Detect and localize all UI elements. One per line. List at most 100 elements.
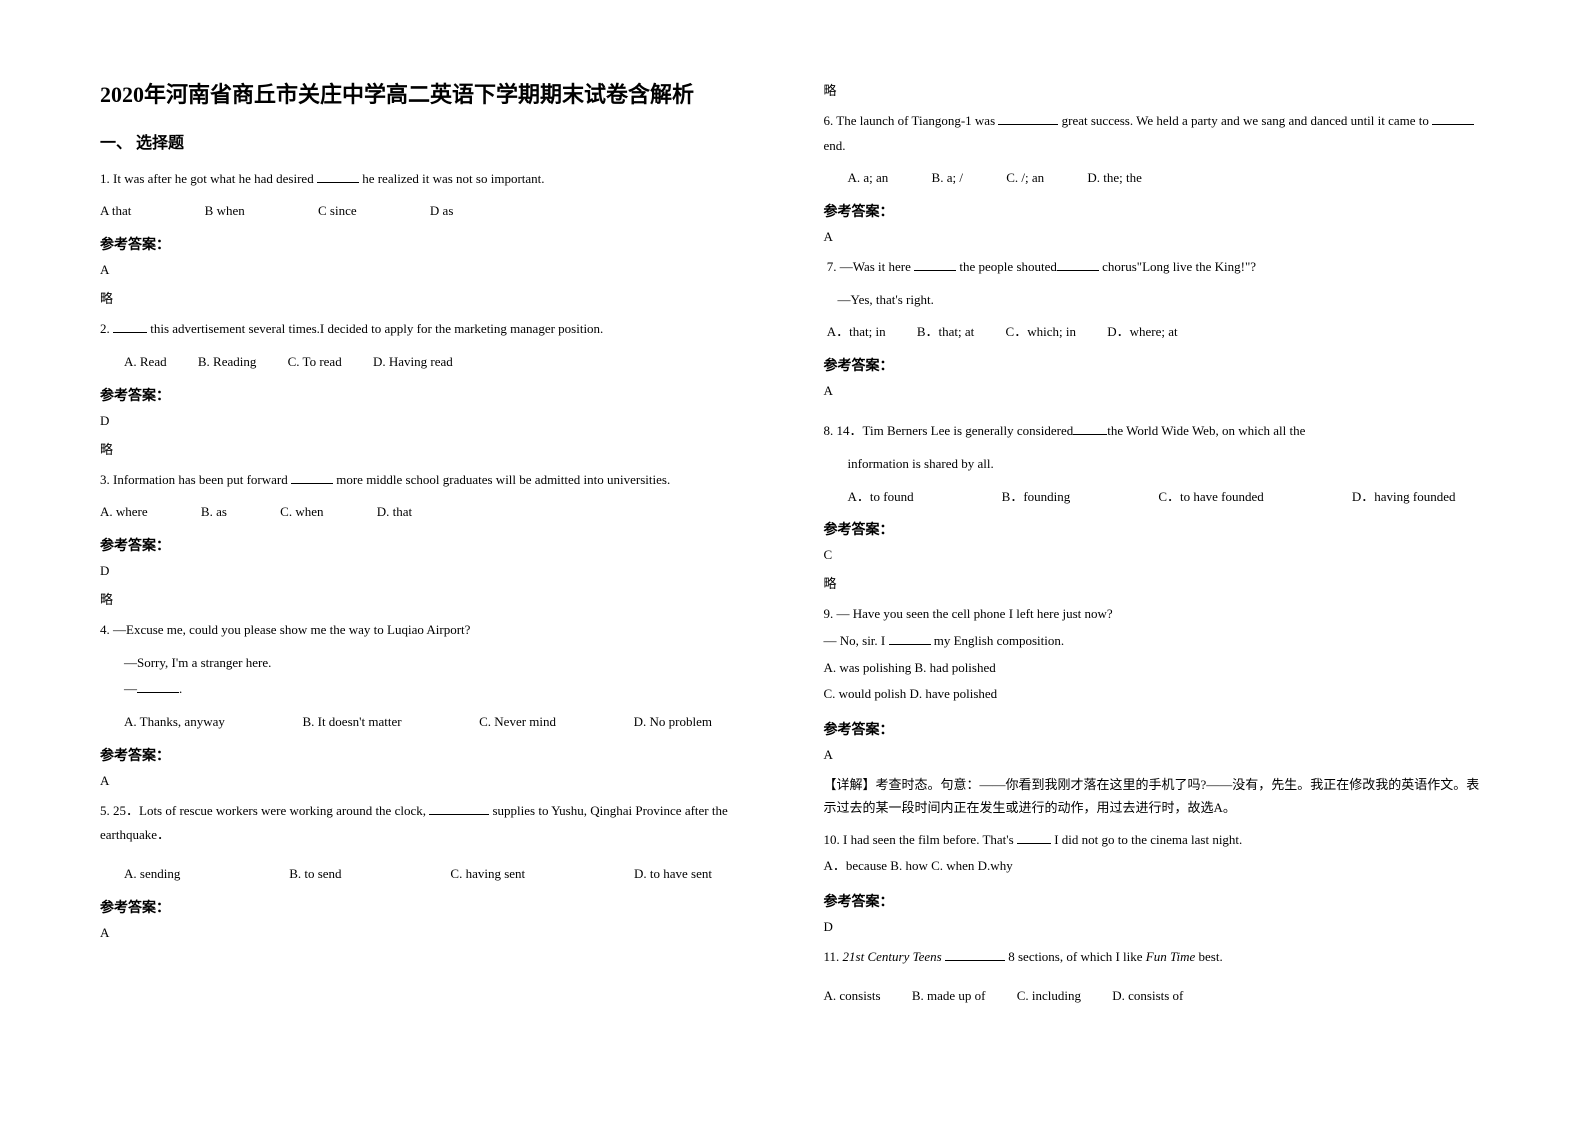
blank [1057, 259, 1099, 271]
q5-opt-d: D. to have sent [634, 862, 712, 887]
q1-answer: A [100, 262, 764, 278]
q5-opt-b: B. to send [289, 862, 341, 887]
q7-stem-c: chorus"Long live the King!"? [1099, 259, 1256, 274]
blank [914, 259, 956, 271]
q8-stem-b: the World Wide Web, on which all the [1107, 423, 1305, 438]
blank [1432, 113, 1474, 125]
q1-opt-c: C since [318, 199, 357, 224]
answer-label: 参考答案： [824, 355, 1488, 375]
q3-stem-a: 3. Information has been put forward [100, 472, 291, 487]
q1-stem-b: he realized it was not so important. [359, 171, 545, 186]
blank [889, 633, 931, 645]
q11-italic2: Fun Time [1146, 949, 1195, 964]
q7-opt-d: D．where; at [1107, 320, 1177, 345]
blank [945, 949, 1005, 961]
q5-omit: 略 [824, 80, 1488, 99]
q7-stem: 7. —Was it here the people shouted choru… [824, 255, 1488, 280]
answer-label: 参考答案： [824, 519, 1488, 539]
q11-opt-c: C. including [1017, 984, 1081, 1009]
q1-opt-d: D as [430, 199, 453, 224]
blank [1073, 423, 1107, 435]
page-title: 2020年河南省商丘市关庄中学高二英语下学期期末试卷含解析 [100, 80, 764, 111]
q4-line2: —Sorry, I'm a stranger here. [100, 651, 764, 676]
q8-omit: 略 [824, 573, 1488, 592]
blank [998, 113, 1058, 125]
q3-opt-a: A. where [100, 500, 148, 525]
q6-opt-a: A. a; an [848, 166, 889, 191]
q3-opt-d: D. that [377, 500, 412, 525]
q8-answer: C [824, 547, 1488, 563]
q9-line2a: — No, sir. I [824, 633, 889, 648]
section-heading: 一、 选择题 [100, 129, 764, 153]
q8-opt-b: B．founding [1002, 485, 1071, 510]
q11-stem-a: 11. [824, 949, 843, 964]
q7-opt-c: C．which; in [1006, 320, 1076, 345]
q7-line2: —Yes, that's right. [824, 288, 1488, 313]
q5-opt-a: A. sending [124, 862, 180, 887]
q10-stem-a: 10. I had seen the film before. That's [824, 832, 1017, 847]
q4-line3: —. [100, 677, 764, 702]
q3-opt-b: B. as [201, 500, 227, 525]
q11-stem-c: best. [1195, 949, 1222, 964]
q2-answer: D [100, 413, 764, 429]
q9-opts-b: C. would polish D. have polished [824, 682, 1488, 707]
q4-opt-b: B. It doesn't matter [302, 710, 401, 735]
q5-answer: A [100, 925, 764, 941]
q1-opt-a: A that [100, 199, 131, 224]
answer-label: 参考答案： [824, 891, 1488, 911]
right-column: 略 6. The launch of Tiangong-1 was great … [824, 80, 1488, 1082]
answer-label: 参考答案： [100, 385, 764, 405]
q11-italic1: 21st Century Teens [843, 949, 945, 964]
q8-opt-a: A．to found [848, 485, 914, 510]
q7-stem-b: the people shouted [956, 259, 1057, 274]
q3-omit: 略 [100, 589, 764, 608]
q6-stem-b: great success. We held a party and we sa… [1058, 113, 1432, 128]
q5-stem: 5. 25．Lots of rescue workers were workin… [100, 799, 764, 848]
answer-label: 参考答案： [100, 234, 764, 254]
q11-opt-d: D. consists of [1112, 984, 1183, 1009]
blank [429, 803, 489, 815]
q3-options: A. where B. as C. when D. that [100, 500, 764, 525]
q4-opt-a: A. Thanks, anyway [124, 710, 225, 735]
q3-answer: D [100, 563, 764, 579]
q6-opt-c: C. /; an [1006, 166, 1044, 191]
q7-opt-b: B．that; at [917, 320, 974, 345]
blank [137, 682, 179, 694]
q7-opt-a: A．that; in [827, 320, 886, 345]
answer-label: 参考答案： [824, 201, 1488, 221]
q10-answer: D [824, 919, 1488, 935]
q3-stem: 3. Information has been put forward more… [100, 468, 764, 493]
q6-answer: A [824, 229, 1488, 245]
q8-stem-a: 8. 14．Tim Berners Lee is generally consi… [824, 423, 1074, 438]
q1-stem-a: 1. It was after he got what he had desir… [100, 171, 317, 186]
q8-opt-d: D．having founded [1352, 485, 1456, 510]
q8-line2: information is shared by all. [824, 452, 1488, 477]
q6-options: A. a; an B. a; / C. /; an D. the; the [824, 166, 1488, 191]
q11-stem: 11. 21st Century Teens 8 sections, of wh… [824, 945, 1488, 970]
q9-line1: 9. — Have you seen the cell phone I left… [824, 602, 1488, 627]
q2-opt-c: C. To read [288, 350, 342, 375]
left-column: 2020年河南省商丘市关庄中学高二英语下学期期末试卷含解析 一、 选择题 1. … [100, 80, 764, 1082]
q9-line2: — No, sir. I my English composition. [824, 629, 1488, 654]
q4-answer: A [100, 773, 764, 789]
q2-opt-d: D. Having read [373, 350, 453, 375]
q1-options: A that B when C since D as [100, 199, 764, 224]
q7-options: A．that; in B．that; at C．which; in D．wher… [824, 320, 1488, 345]
q2-stem-b: this advertisement several times.I decid… [147, 321, 603, 336]
q10-stem: 10. I had seen the film before. That's I… [824, 828, 1488, 853]
answer-label: 参考答案： [100, 745, 764, 765]
q10-opts: A．because B. how C. when D.why [824, 854, 1488, 879]
q2-stem-a: 2. [100, 321, 113, 336]
answer-label: 参考答案： [100, 897, 764, 917]
q4-options: A. Thanks, anyway B. It doesn't matter C… [100, 710, 740, 735]
blank [317, 171, 359, 183]
q6-stem-a: 6. The launch of Tiangong-1 was [824, 113, 999, 128]
q5-options: A. sending B. to send C. having sent D. … [100, 862, 740, 887]
q11-opt-b: B. made up of [912, 984, 986, 1009]
q1-stem: 1. It was after he got what he had desir… [100, 167, 764, 192]
q6-opt-d: D. the; the [1087, 166, 1142, 191]
q11-stem-b: 8 sections, of which I like [1005, 949, 1146, 964]
q9-explain: 【详解】考查时态。句意：——你看到我刚才落在这里的手机了吗?——没有，先生。我正… [824, 773, 1488, 820]
q5-stem-a: 5. 25．Lots of rescue workers were workin… [100, 803, 429, 818]
q7-answer: A [824, 383, 1488, 399]
